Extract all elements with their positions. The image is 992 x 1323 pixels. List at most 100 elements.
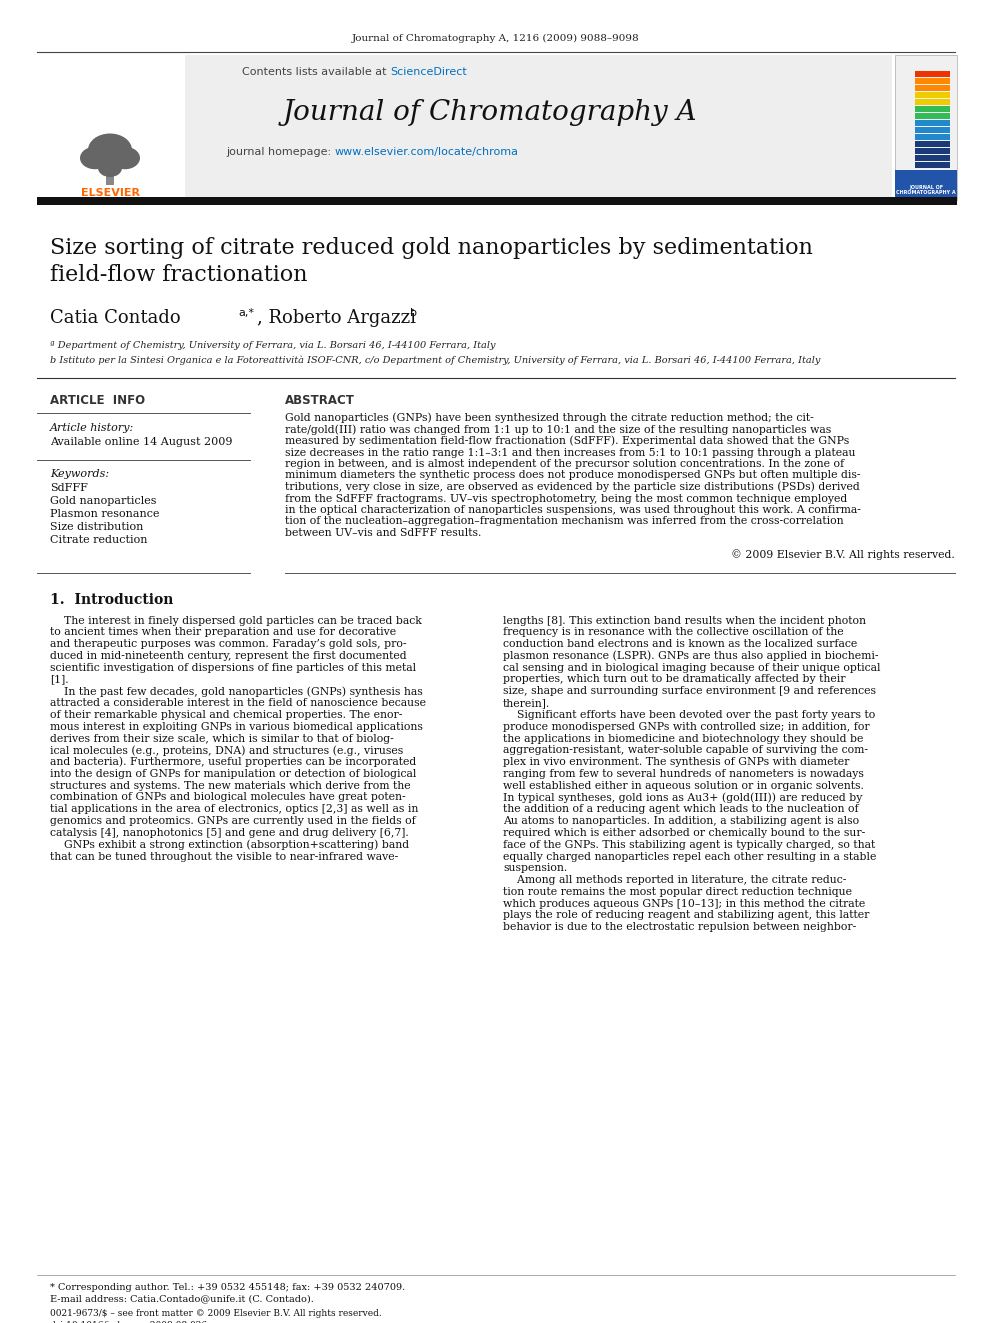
Text: plays the role of reducing reagent and stabilizing agent, this latter: plays the role of reducing reagent and s… (503, 910, 869, 921)
Ellipse shape (80, 147, 110, 169)
Text: duced in mid-nineteenth century, represent the first documented: duced in mid-nineteenth century, represe… (50, 651, 407, 662)
Text: catalysis [4], nanophotonics [5] and gene and drug delivery [6,7].: catalysis [4], nanophotonics [5] and gen… (50, 828, 409, 837)
Text: well established either in aqueous solution or in organic solvents.: well established either in aqueous solut… (503, 781, 864, 791)
Bar (915, 161, 950, 168)
Text: to ancient times when their preparation and use for decorative: to ancient times when their preparation … (50, 627, 396, 638)
Text: Gold nanoparticles: Gold nanoparticles (50, 496, 157, 505)
Text: ical molecules (e.g., proteins, DNA) and structures (e.g., viruses: ical molecules (e.g., proteins, DNA) and… (50, 745, 404, 755)
Bar (37, 56, 185, 200)
Text: In the past few decades, gold nanoparticles (GNPs) synthesis has: In the past few decades, gold nanopartic… (50, 687, 423, 697)
Text: ELSEVIER: ELSEVIER (80, 188, 140, 198)
Text: , Roberto Argazzi: , Roberto Argazzi (257, 310, 416, 327)
Text: required which is either adsorbed or chemically bound to the sur-: required which is either adsorbed or che… (503, 828, 865, 837)
Text: derives from their size scale, which is similar to that of biolog-: derives from their size scale, which is … (50, 733, 394, 744)
Text: of their remarkable physical and chemical properties. The enor-: of their remarkable physical and chemica… (50, 710, 403, 720)
Text: Article history:: Article history: (50, 423, 134, 433)
Text: scientific investigation of dispersions of fine particles of this metal: scientific investigation of dispersions … (50, 663, 416, 672)
Text: Plasmon resonance: Plasmon resonance (50, 509, 160, 519)
Text: rate/gold(III) ratio was changed from 1:1 up to 10:1 and the size of the resulti: rate/gold(III) ratio was changed from 1:… (285, 425, 831, 435)
Text: from the SdFFF fractograms. UV–vis spectrophotometry, being the most common tech: from the SdFFF fractograms. UV–vis spect… (285, 493, 847, 504)
Text: between UV–vis and SdFFF results.: between UV–vis and SdFFF results. (285, 528, 481, 538)
Text: tributions, very close in size, are observed as evidenced by the particle size d: tributions, very close in size, are obse… (285, 482, 860, 492)
Text: plasmon resonance (LSPR). GNPs are thus also applied in biochemi-: plasmon resonance (LSPR). GNPs are thus … (503, 651, 879, 662)
Text: Among all methods reported in literature, the citrate reduc-: Among all methods reported in literature… (503, 875, 846, 885)
Text: ª Department of Chemistry, University of Ferrara, via L. Borsari 46, I-44100 Fer: ª Department of Chemistry, University of… (50, 340, 495, 349)
Text: tial applications in the area of electronics, optics [2,3] as well as in: tial applications in the area of electro… (50, 804, 419, 814)
Text: 0021-9673/$ – see front matter © 2009 Elsevier B.V. All rights reserved.: 0021-9673/$ – see front matter © 2009 El… (50, 1308, 382, 1318)
Text: www.elsevier.com/locate/chroma: www.elsevier.com/locate/chroma (335, 147, 519, 157)
Text: © 2009 Elsevier B.V. All rights reserved.: © 2009 Elsevier B.V. All rights reserved… (731, 549, 955, 560)
Text: [1].: [1]. (50, 675, 68, 684)
Text: field-flow fractionation: field-flow fractionation (50, 265, 308, 286)
Text: ABSTRACT: ABSTRACT (285, 393, 355, 406)
Text: Au atoms to nanoparticles. In addition, a stabilizing agent is also: Au atoms to nanoparticles. In addition, … (503, 816, 859, 826)
Text: JOURNAL OF
CHROMATOGRAPHY A: JOURNAL OF CHROMATOGRAPHY A (896, 185, 956, 196)
Text: plex in vivo environment. The synthesis of GNPs with diameter: plex in vivo environment. The synthesis … (503, 757, 849, 767)
Bar (915, 155, 950, 161)
Text: ARTICLE  INFO: ARTICLE INFO (50, 393, 145, 406)
Text: properties, which turn out to be dramatically affected by their: properties, which turn out to be dramati… (503, 675, 845, 684)
Text: size, shape and surrounding surface environment [9 and references: size, shape and surrounding surface envi… (503, 687, 876, 696)
Text: suspension.: suspension. (503, 864, 567, 873)
Bar (37, 197, 957, 205)
Bar (37, 56, 892, 200)
Text: Contents lists available at: Contents lists available at (242, 67, 390, 77)
Text: In typical syntheses, gold ions as Au3+ (gold(III)) are reduced by: In typical syntheses, gold ions as Au3+ … (503, 792, 862, 803)
Text: ScienceDirect: ScienceDirect (390, 67, 467, 77)
Text: tion of the nucleation–aggregation–fragmentation mechanism was inferred from the: tion of the nucleation–aggregation–fragm… (285, 516, 843, 527)
Text: * Corresponding author. Tel.: +39 0532 455148; fax: +39 0532 240709.: * Corresponding author. Tel.: +39 0532 4… (50, 1282, 406, 1291)
Text: and therapeutic purposes was common. Faraday’s gold sols, pro-: and therapeutic purposes was common. Far… (50, 639, 407, 650)
Bar (895, 169, 957, 200)
Text: attracted a considerable interest in the field of nanoscience because: attracted a considerable interest in the… (50, 699, 426, 708)
Text: Catia Contado: Catia Contado (50, 310, 181, 327)
Text: 1.  Introduction: 1. Introduction (50, 594, 174, 607)
Text: Keywords:: Keywords: (50, 468, 109, 479)
Text: into the design of GNPs for manipulation or detection of biological: into the design of GNPs for manipulation… (50, 769, 417, 779)
Bar (915, 106, 950, 112)
Text: Journal of Chromatography A, 1216 (2009) 9088–9098: Journal of Chromatography A, 1216 (2009)… (352, 33, 640, 42)
Bar (106, 160, 114, 185)
Text: GNPs exhibit a strong extinction (absorption+scattering) band: GNPs exhibit a strong extinction (absorp… (50, 839, 409, 849)
Text: therein].: therein]. (503, 699, 551, 708)
Text: journal homepage:: journal homepage: (226, 147, 335, 157)
Text: lengths [8]. This extinction band results when the incident photon: lengths [8]. This extinction band result… (503, 615, 866, 626)
Bar (915, 147, 950, 153)
Bar (895, 56, 957, 200)
Text: the applications in biomedicine and biotechnology they should be: the applications in biomedicine and biot… (503, 733, 863, 744)
Text: aggregation-resistant, water-soluble capable of surviving the com-: aggregation-resistant, water-soluble cap… (503, 745, 868, 755)
Text: The interest in finely dispersed gold particles can be traced back: The interest in finely dispersed gold pa… (50, 615, 422, 626)
Text: minimum diameters the synthetic process does not produce monodispersed GNPs but : minimum diameters the synthetic process … (285, 471, 860, 480)
Text: mous interest in exploiting GNPs in various biomedical applications: mous interest in exploiting GNPs in vari… (50, 722, 423, 732)
Text: combination of GNPs and biological molecules have great poten-: combination of GNPs and biological molec… (50, 792, 406, 803)
Text: b Istituto per la Sintesi Organica e la Fotoreattività ISOF-CNR, c/o Department : b Istituto per la Sintesi Organica e la … (50, 356, 820, 365)
Text: in the optical characterization of nanoparticles suspensions, was used throughou: in the optical characterization of nanop… (285, 505, 861, 515)
Text: genomics and proteomics. GNPs are currently used in the fields of: genomics and proteomics. GNPs are curren… (50, 816, 416, 826)
Text: SdFFF: SdFFF (50, 483, 88, 493)
Text: which produces aqueous GNPs [10–13]; in this method the citrate: which produces aqueous GNPs [10–13]; in … (503, 898, 865, 909)
Text: E-mail address: Catia.Contado@unife.it (C. Contado).: E-mail address: Catia.Contado@unife.it (… (50, 1294, 313, 1303)
Text: the addition of a reducing agent which leads to the nucleation of: the addition of a reducing agent which l… (503, 804, 859, 814)
Text: Journal of Chromatography A: Journal of Chromatography A (283, 98, 697, 126)
Text: Size distribution: Size distribution (50, 523, 144, 532)
Ellipse shape (98, 159, 122, 177)
Ellipse shape (88, 134, 132, 167)
Text: tion route remains the most popular direct reduction technique: tion route remains the most popular dire… (503, 886, 852, 897)
Text: face of the GNPs. This stabilizing agent is typically charged, so that: face of the GNPs. This stabilizing agent… (503, 840, 875, 849)
Text: b: b (410, 308, 417, 318)
Text: a,*: a,* (238, 308, 254, 318)
Text: frequency is in resonance with the collective oscillation of the: frequency is in resonance with the colle… (503, 627, 843, 638)
Text: that can be tuned throughout the visible to near-infrared wave-: that can be tuned throughout the visible… (50, 852, 398, 861)
Bar (915, 70, 950, 77)
Bar (915, 119, 950, 126)
Ellipse shape (110, 147, 140, 169)
Text: Citrate reduction: Citrate reduction (50, 534, 148, 545)
Text: Available online 14 August 2009: Available online 14 August 2009 (50, 437, 232, 447)
Bar (915, 98, 950, 105)
Text: produce monodispersed GNPs with controlled size; in addition, for: produce monodispersed GNPs with controll… (503, 722, 870, 732)
Bar (915, 140, 950, 147)
Text: ranging from few to several hundreds of nanometers is nowadays: ranging from few to several hundreds of … (503, 769, 864, 779)
Text: equally charged nanoparticles repel each other resulting in a stable: equally charged nanoparticles repel each… (503, 852, 876, 861)
Bar (915, 112, 950, 119)
Text: cal sensing and in biological imaging because of their unique optical: cal sensing and in biological imaging be… (503, 663, 881, 672)
Bar (915, 78, 950, 83)
